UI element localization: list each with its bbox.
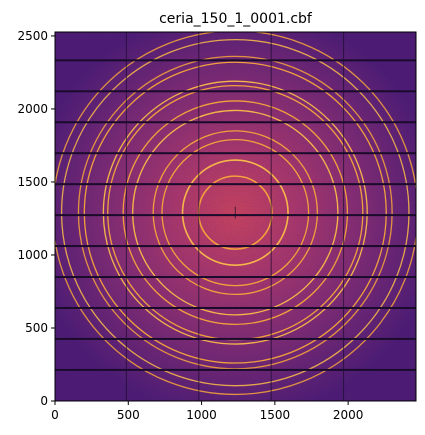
y-tick-label: 1500 xyxy=(17,175,48,189)
diffraction-ring xyxy=(152,130,319,296)
x-axis: 0 500 1000 1500 2000 xyxy=(51,401,363,422)
y-tick-label: 2000 xyxy=(17,102,48,116)
diffraction-ring xyxy=(77,55,393,370)
x-tick-label: 1500 xyxy=(260,408,291,422)
y-tick-label: 2500 xyxy=(17,29,48,43)
plot-area xyxy=(55,32,416,401)
horizontal-module-gap xyxy=(55,368,416,371)
vertical-module-gap xyxy=(343,32,345,401)
vertical-module-gap xyxy=(198,32,200,401)
x-tick-label: 0 xyxy=(51,408,59,422)
x-tick-label: 1000 xyxy=(186,408,217,422)
y-tick-label: 1000 xyxy=(17,248,48,262)
diffraction-rings xyxy=(55,32,416,396)
vertical-module-gap xyxy=(270,32,272,401)
diffraction-ring xyxy=(181,159,289,266)
diffraction-ring xyxy=(102,80,368,345)
diffraction-ring xyxy=(122,100,349,325)
horizontal-module-gap xyxy=(55,337,416,340)
horizontal-module-gap xyxy=(55,152,416,155)
x-tick-label: 2000 xyxy=(333,408,364,422)
horizontal-module-gap xyxy=(55,245,416,248)
horizontal-module-gap xyxy=(55,306,416,309)
axes-frame xyxy=(54,31,417,402)
diffraction-ring xyxy=(60,38,410,387)
horizontal-module-gap xyxy=(55,59,416,62)
y-tick-label: 500 xyxy=(25,321,48,335)
horizontal-module-gap xyxy=(55,276,416,279)
horizontal-module-gap xyxy=(55,90,416,93)
horizontal-module-gap xyxy=(55,121,416,124)
diffraction-ring xyxy=(83,61,387,364)
diffraction-ring xyxy=(161,138,310,287)
vertical-module-gap xyxy=(125,32,127,401)
horizontal-module-gap xyxy=(55,183,416,186)
beam-center-marker xyxy=(234,206,236,219)
y-tick-label: 0 xyxy=(40,394,48,408)
chart-title: ceria_150_1_0001.cbf xyxy=(159,11,313,27)
diffraction-ring xyxy=(132,109,339,316)
x-tick-label: 500 xyxy=(117,408,140,422)
diffraction-ring xyxy=(55,32,416,396)
y-axis: 0 500 1000 1500 2000 2500 xyxy=(17,29,55,408)
